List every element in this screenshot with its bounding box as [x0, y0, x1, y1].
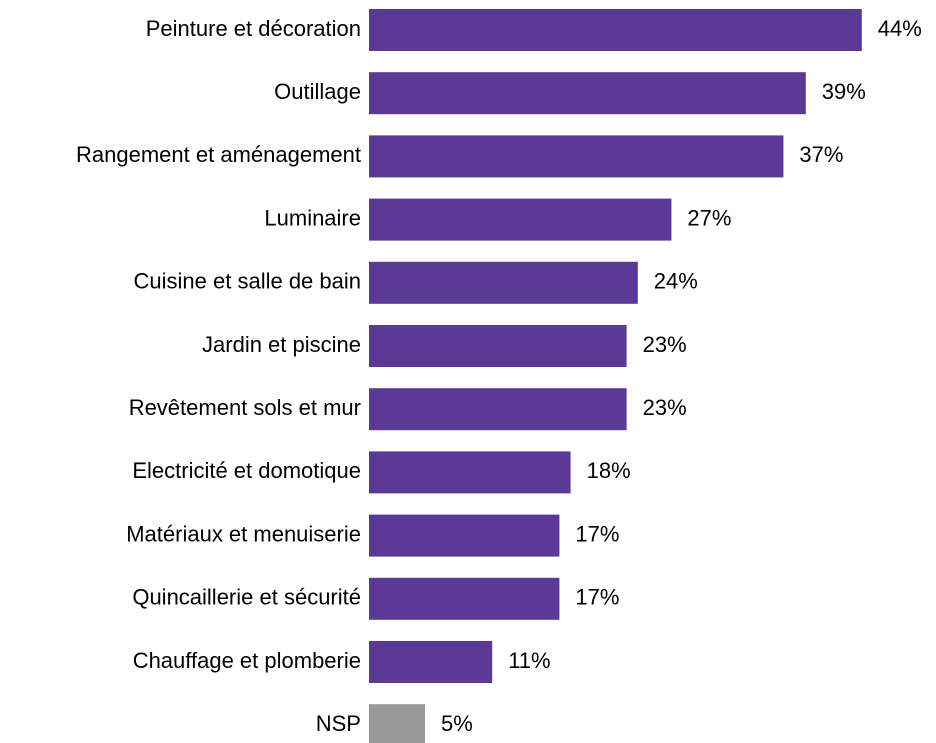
- value-label: 23%: [643, 395, 687, 420]
- bar: [369, 198, 672, 241]
- value-label: 18%: [587, 458, 631, 483]
- category-label: Quincaillerie et sécurité: [132, 585, 361, 610]
- bar: [369, 72, 806, 115]
- category-label: Chauffage et plomberie: [133, 648, 361, 673]
- bar: [369, 9, 862, 51]
- value-label: 39%: [822, 79, 866, 104]
- value-label: 37%: [799, 142, 843, 167]
- category-label: NSP: [316, 711, 361, 736]
- bar: [369, 388, 627, 431]
- value-label: 17%: [575, 585, 619, 610]
- value-label: 23%: [643, 332, 687, 357]
- value-label: 24%: [654, 269, 698, 294]
- category-label: Luminaire: [264, 205, 361, 230]
- bar: [369, 451, 571, 494]
- category-label: Peinture et décoration: [146, 16, 361, 41]
- bar: [369, 704, 425, 743]
- category-label: Rangement et aménagement: [76, 142, 361, 167]
- bar: [369, 325, 627, 367]
- category-label: Cuisine et salle de bain: [134, 269, 361, 294]
- value-label: 17%: [575, 521, 619, 546]
- value-label: 5%: [441, 711, 473, 736]
- bar: [369, 577, 560, 620]
- value-label: 44%: [878, 16, 922, 41]
- category-label: Outillage: [274, 79, 361, 104]
- category-label: Electricité et domotique: [132, 458, 361, 483]
- bar: [369, 261, 638, 304]
- category-label: Revêtement sols et mur: [129, 395, 361, 420]
- value-label: 27%: [687, 205, 731, 230]
- bar: [369, 641, 493, 683]
- category-label: Matériaux et menuiserie: [126, 521, 361, 546]
- bar: [369, 514, 560, 557]
- bar: [369, 135, 784, 178]
- value-label: 11%: [508, 648, 550, 673]
- category-label: Jardin et piscine: [202, 332, 361, 357]
